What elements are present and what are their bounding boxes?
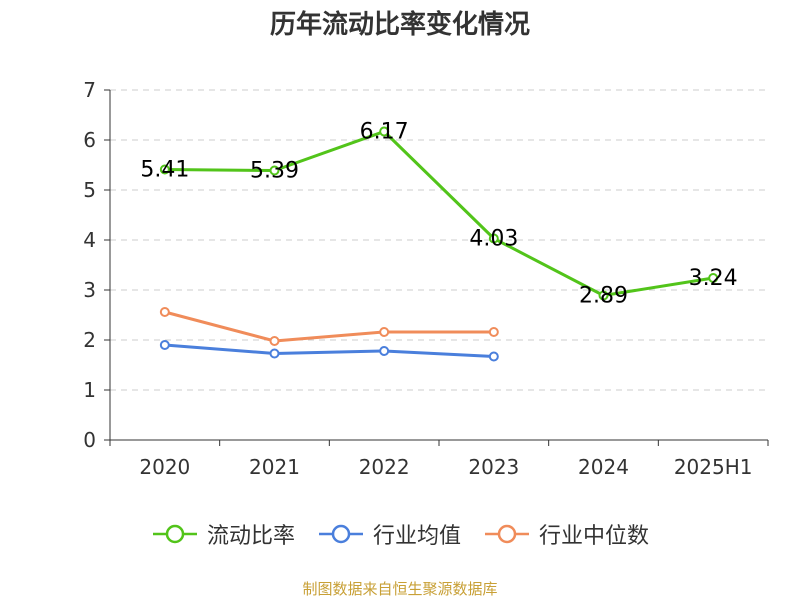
legend-swatch-icon bbox=[152, 524, 197, 544]
x-tick-label: 2021 bbox=[249, 455, 300, 479]
legend-item-current-ratio[interactable]: 流动比率 bbox=[151, 518, 295, 550]
data-label: 5.39 bbox=[250, 159, 299, 184]
y-tick-label: 7 bbox=[83, 78, 96, 102]
data-point bbox=[708, 273, 719, 283]
x-tick-label: 2020 bbox=[139, 455, 190, 479]
data-point bbox=[379, 126, 390, 137]
data-point bbox=[269, 336, 280, 346]
legend-swatch-icon bbox=[318, 524, 363, 544]
data-label: 6.17 bbox=[360, 120, 409, 145]
y-tick-label: 1 bbox=[83, 378, 96, 402]
data-point bbox=[488, 351, 499, 362]
chart-title: 历年流动比率变化情况 bbox=[269, 10, 530, 40]
data-point bbox=[159, 307, 170, 317]
series-line bbox=[164, 310, 494, 343]
data-point bbox=[379, 327, 390, 337]
legend-item-industry-median[interactable]: 行业中位数 bbox=[483, 518, 649, 550]
data-point bbox=[269, 165, 280, 176]
legend-swatch-icon bbox=[485, 524, 529, 544]
y-tick-label: 0 bbox=[83, 428, 96, 452]
x-tick-label: 2024 bbox=[578, 455, 629, 479]
legend-label: 流动比率 bbox=[206, 524, 295, 549]
data-label: 2.89 bbox=[579, 284, 628, 309]
data-label: 3.24 bbox=[689, 266, 738, 291]
data-point bbox=[269, 348, 280, 359]
data-label: 4.03 bbox=[469, 227, 518, 252]
data-point bbox=[159, 340, 170, 350]
y-tick-label: 4 bbox=[83, 228, 96, 252]
y-tick-label: 3 bbox=[83, 278, 96, 302]
y-tick-label: 6 bbox=[83, 128, 96, 152]
data-point bbox=[598, 290, 609, 301]
legend-label: 行业均值 bbox=[372, 524, 461, 549]
data-point bbox=[488, 327, 499, 337]
data-label: 5.41 bbox=[140, 158, 189, 183]
data-point bbox=[379, 346, 390, 356]
data-point bbox=[159, 164, 170, 175]
x-tick-label: 2023 bbox=[468, 455, 519, 479]
x-tick-label: 2025H1 bbox=[674, 455, 753, 479]
series-line bbox=[164, 343, 494, 358]
y-tick-label: 2 bbox=[83, 328, 96, 352]
x-tick-label: 2022 bbox=[359, 455, 410, 479]
y-tick-label: 5 bbox=[83, 178, 96, 202]
legend: 流动比率 行业均值 行业中位数 bbox=[0, 518, 800, 550]
data-point bbox=[488, 233, 499, 244]
series-line bbox=[164, 130, 714, 297]
legend-item-industry-mean[interactable]: 行业均值 bbox=[317, 518, 461, 550]
legend-label: 行业中位数 bbox=[539, 524, 650, 549]
source-note: 制图数据来自恒生聚源数据库 bbox=[302, 580, 498, 598]
